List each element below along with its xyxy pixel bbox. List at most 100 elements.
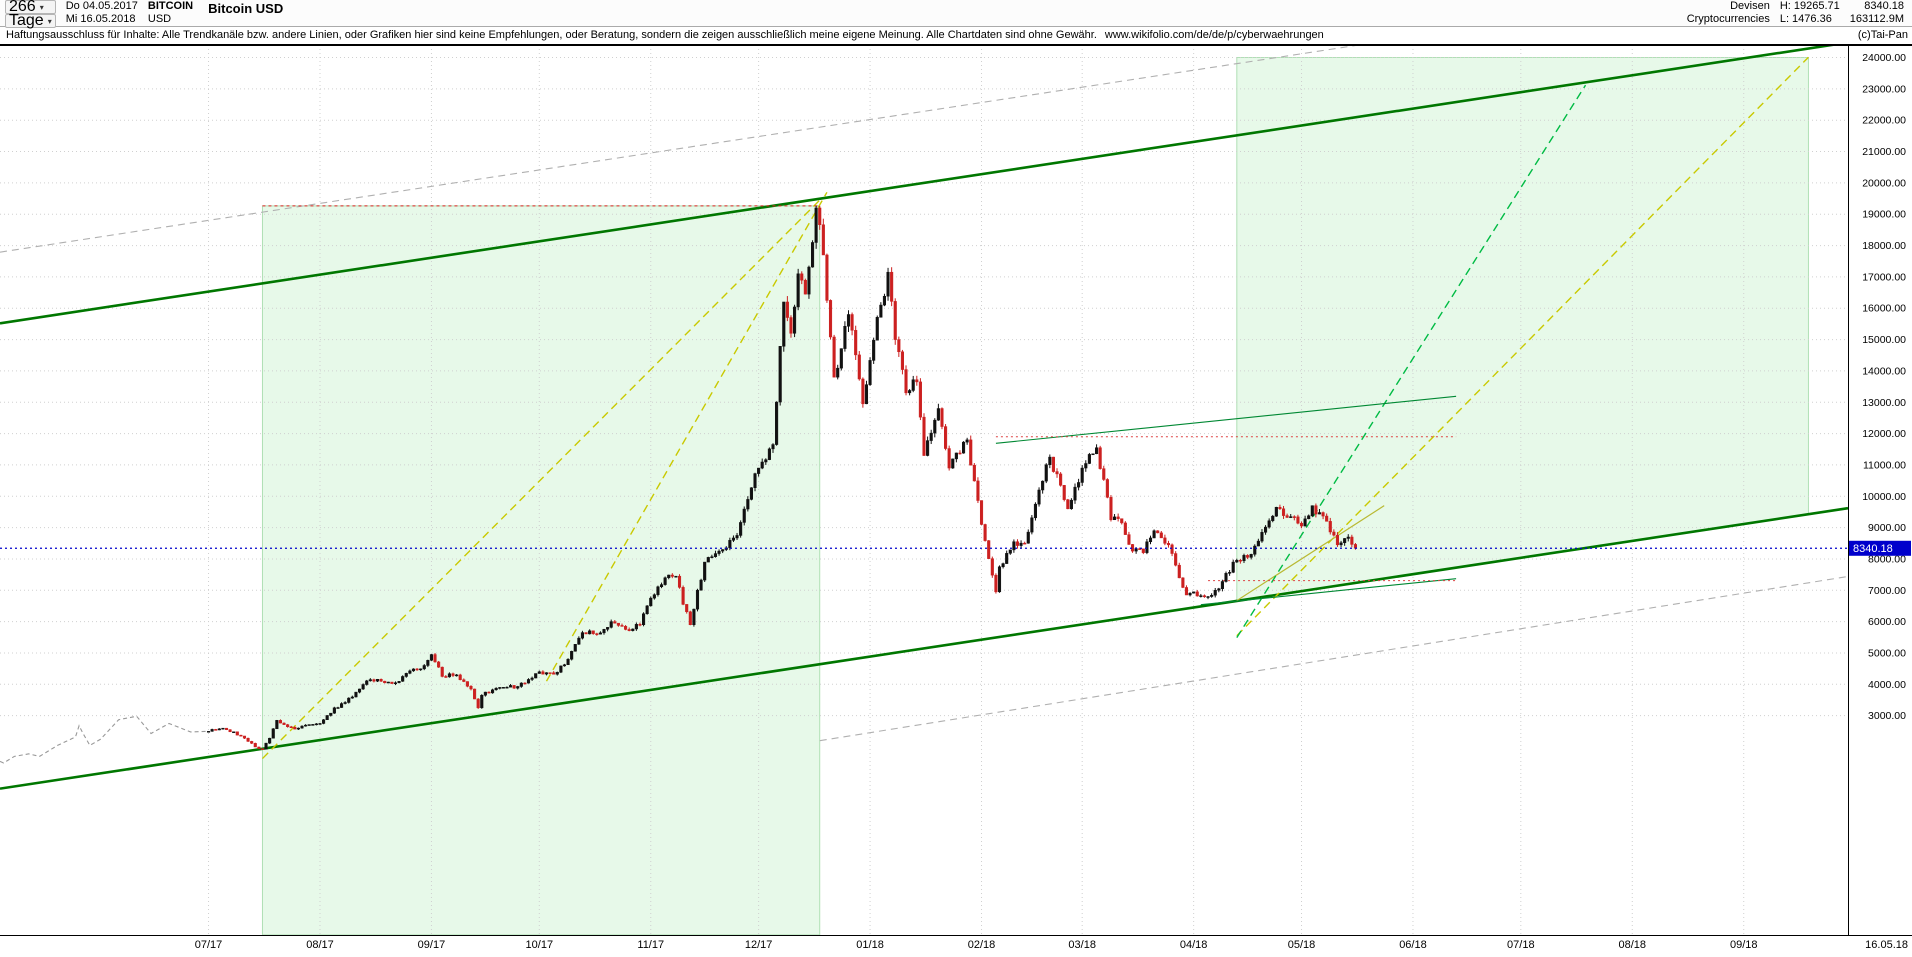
x-axis-label: 06/18 bbox=[1399, 939, 1427, 951]
candle-body bbox=[1271, 515, 1275, 521]
candle-body bbox=[1299, 522, 1304, 527]
disclaimer-text: Haftungsausschluss für Inhalte: Alle Tre… bbox=[6, 29, 1097, 41]
candle-body bbox=[872, 339, 876, 361]
candle-body bbox=[221, 727, 225, 730]
candle-body bbox=[1156, 530, 1160, 534]
channel-zone-left bbox=[261, 205, 821, 936]
symbol-code: BITCOIN bbox=[147, 0, 194, 12]
candle-body bbox=[864, 384, 869, 405]
candle-body bbox=[390, 681, 394, 684]
candle-body bbox=[857, 354, 861, 380]
candle-body bbox=[1134, 548, 1138, 552]
candle-body bbox=[1310, 505, 1314, 517]
candle-body bbox=[332, 707, 336, 714]
candle-body bbox=[882, 295, 887, 306]
candle-body bbox=[1307, 515, 1311, 520]
candle-body bbox=[713, 553, 718, 557]
candle-body bbox=[559, 665, 563, 673]
candle-body bbox=[879, 304, 883, 318]
candle-body bbox=[947, 448, 951, 469]
candle-body bbox=[760, 461, 764, 469]
candle-body bbox=[526, 679, 531, 684]
price-chart[interactable]: 3000.00 4000.00 5000.00 6000.00 7000.00 8000.… bbox=[0, 41, 1912, 952]
candle-body bbox=[699, 579, 703, 591]
candle-body bbox=[670, 574, 674, 577]
x-axis-label: 05/18 bbox=[1288, 939, 1316, 951]
candle-body bbox=[926, 440, 930, 456]
candle-body bbox=[1224, 573, 1228, 582]
candle-body bbox=[911, 379, 915, 391]
candle-body bbox=[1177, 564, 1181, 579]
candle-body bbox=[1163, 537, 1167, 544]
candle-body bbox=[591, 630, 595, 634]
candle-body bbox=[476, 698, 480, 709]
candle-body bbox=[300, 725, 304, 729]
candle-body bbox=[217, 728, 221, 731]
minor-trendline-green-2 bbox=[1200, 578, 1457, 606]
candle-body bbox=[473, 688, 477, 700]
trendline-yellow-1 bbox=[261, 199, 821, 760]
candle-body bbox=[793, 306, 797, 334]
candle-body bbox=[1015, 541, 1020, 546]
date-range: Do 04.05.2017 Mi 16.05.2018 bbox=[61, 0, 143, 26]
candle-body bbox=[573, 644, 577, 652]
candle-body bbox=[1170, 544, 1174, 554]
candle-body bbox=[519, 682, 523, 687]
candle-body bbox=[997, 566, 1002, 593]
candle-body bbox=[1041, 480, 1045, 491]
disclaimer-link[interactable]: www.wikifolio.com/de/de/p/cyberwaehrunge… bbox=[1104, 29, 1324, 41]
candle-body bbox=[1113, 516, 1117, 521]
candle-body bbox=[1123, 522, 1127, 535]
candle-body bbox=[1141, 548, 1145, 553]
candle-body bbox=[440, 666, 444, 677]
candle-body bbox=[1314, 505, 1318, 515]
candle-body bbox=[1073, 486, 1077, 501]
candle-body bbox=[1281, 508, 1286, 516]
candle-body bbox=[764, 459, 768, 463]
candle-body bbox=[613, 621, 617, 624]
y-axis-label: 14000.00 bbox=[1862, 365, 1906, 377]
candle-body bbox=[659, 584, 664, 588]
candle-body bbox=[268, 737, 272, 744]
candle-body bbox=[293, 726, 297, 730]
candle-body bbox=[875, 317, 879, 341]
candle-body bbox=[419, 668, 423, 671]
y-axis-label: 17000.00 bbox=[1862, 271, 1906, 283]
candle-body bbox=[433, 654, 437, 663]
y-axis-label: 3000.00 bbox=[1868, 710, 1906, 722]
y-axis-label: 4000.00 bbox=[1868, 679, 1906, 691]
candle-body bbox=[695, 589, 700, 610]
candle-body bbox=[961, 441, 966, 454]
x-axis-label: 04/18 bbox=[1180, 939, 1208, 951]
candle-body bbox=[685, 604, 689, 613]
candle-body bbox=[1238, 559, 1242, 562]
period-unit-dropdown[interactable]: Tage ▾ bbox=[5, 12, 56, 29]
candle-body bbox=[1195, 591, 1199, 597]
candle-body bbox=[1274, 506, 1278, 517]
candle-body bbox=[257, 746, 261, 749]
candle-body bbox=[1325, 515, 1329, 522]
candlestick-chart-canvas[interactable]: 3000.00 4000.00 5000.00 6000.00 7000.00 8000.… bbox=[0, 41, 1912, 952]
candle-body bbox=[537, 671, 541, 674]
candle-body bbox=[314, 723, 318, 726]
candle-body bbox=[401, 676, 405, 682]
candle-body bbox=[767, 448, 771, 460]
candle-body bbox=[228, 729, 232, 733]
toolbar: 266 ▾ Tage ▾ Do 04.05.2017 Mi 16.05.2018… bbox=[0, 0, 1912, 29]
candle-body bbox=[1012, 541, 1016, 551]
candle-body bbox=[940, 408, 944, 427]
period-count-dropdown[interactable]: 266 ▾ bbox=[5, 0, 56, 15]
candle-body bbox=[1289, 516, 1293, 518]
candle-body bbox=[944, 426, 948, 449]
candle-body bbox=[1260, 532, 1264, 542]
candle-body bbox=[692, 608, 696, 626]
candle-body bbox=[717, 550, 721, 554]
candle-body bbox=[825, 254, 829, 301]
candle-body bbox=[969, 439, 973, 466]
x-axis-label: 03/18 bbox=[1068, 939, 1096, 951]
candle-body bbox=[455, 674, 459, 677]
symbol-currency: USD bbox=[147, 13, 172, 25]
candle-body bbox=[232, 731, 236, 734]
candle-body bbox=[1278, 506, 1282, 510]
candle-body bbox=[677, 575, 682, 588]
